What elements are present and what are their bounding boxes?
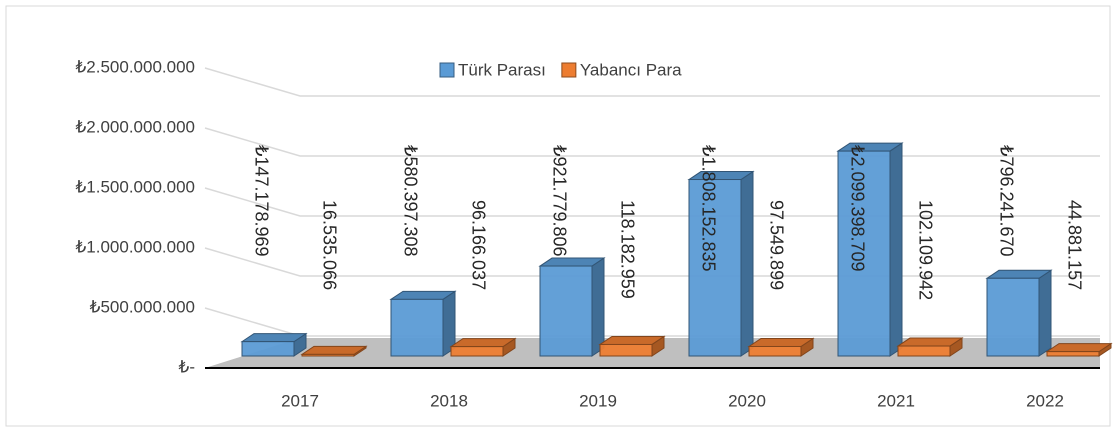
bar xyxy=(300,345,368,357)
legend-box xyxy=(432,53,782,89)
grid-line xyxy=(204,247,1100,277)
bar-top xyxy=(389,290,457,300)
y-tick-label: ₺1.000.000.000 xyxy=(75,237,195,256)
bar-front xyxy=(688,179,742,357)
bar-front xyxy=(897,345,951,357)
bar-side xyxy=(1038,269,1052,357)
data-label: ₺1.808.152.835 xyxy=(698,145,718,272)
bar xyxy=(598,335,666,357)
y-tick-label: ₺1.500.000.000 xyxy=(75,177,195,196)
bar-front xyxy=(241,341,295,357)
legend-label: Yabancı Para xyxy=(580,60,682,79)
bar-side xyxy=(591,257,605,357)
bar-front xyxy=(450,346,504,357)
y-tick-label: ₺500.000.000 xyxy=(90,297,195,316)
bar xyxy=(449,337,517,357)
bar-front xyxy=(390,298,444,357)
data-label: ₺2.099.398.709 xyxy=(847,145,867,272)
bar-front xyxy=(301,353,355,357)
bar-side xyxy=(740,170,754,357)
bar xyxy=(896,337,964,357)
bar-top xyxy=(598,335,666,345)
data-label: ₺580.397.308 xyxy=(400,145,420,257)
x-tick-label: 2018 xyxy=(430,391,468,410)
x-tick-label: 2019 xyxy=(579,391,617,410)
data-label: 96.166.037 xyxy=(468,200,488,290)
bar-top xyxy=(747,337,815,347)
bar-top xyxy=(985,269,1053,279)
grid-line xyxy=(204,187,1100,217)
bar-top xyxy=(449,338,517,348)
x-tick-label: 2021 xyxy=(877,391,915,410)
bar-front xyxy=(837,150,891,357)
x-tick-label: 2020 xyxy=(728,391,766,410)
data-label: 44.881.157 xyxy=(1064,200,1084,290)
data-label: 97.549.899 xyxy=(766,200,786,290)
bar-top xyxy=(1045,343,1113,353)
x-tick-label: 2022 xyxy=(1026,391,1064,410)
data-label: 118.182.959 xyxy=(617,200,637,299)
bar-front xyxy=(1046,351,1100,357)
bar xyxy=(389,290,457,357)
bar-front xyxy=(539,265,593,357)
bar-front xyxy=(748,345,802,357)
y-tick-label: ₺- xyxy=(179,357,195,376)
data-label: ₺921.779.806 xyxy=(549,145,569,257)
legend-swatch xyxy=(561,62,577,78)
y-tick-label: ₺2.000.000.000 xyxy=(75,117,195,136)
legend-label: Türk Parası xyxy=(458,60,546,79)
legend-swatch xyxy=(439,62,455,78)
bar xyxy=(1045,342,1113,357)
grid-line xyxy=(204,127,1100,157)
bar xyxy=(747,337,815,357)
bar xyxy=(985,269,1053,357)
bar xyxy=(836,142,904,357)
y-tick-label: ₺2.500.000.000 xyxy=(75,57,195,76)
bar xyxy=(538,257,606,357)
bar-top xyxy=(896,337,964,347)
bar xyxy=(240,332,308,357)
bar-top xyxy=(240,333,308,343)
data-label: ₺796.241.670 xyxy=(996,145,1016,257)
data-label: 102.109.942 xyxy=(915,200,935,300)
data-label: 16.535.066 xyxy=(319,200,339,290)
bar-side xyxy=(889,142,903,357)
bar-front xyxy=(986,277,1040,357)
bar-front xyxy=(599,343,653,357)
bar-top xyxy=(538,257,606,267)
x-tick-label: 2017 xyxy=(281,391,319,410)
data-label: ₺147.178.969 xyxy=(251,145,271,257)
bar-top xyxy=(300,345,368,355)
grid-line xyxy=(204,67,1100,97)
